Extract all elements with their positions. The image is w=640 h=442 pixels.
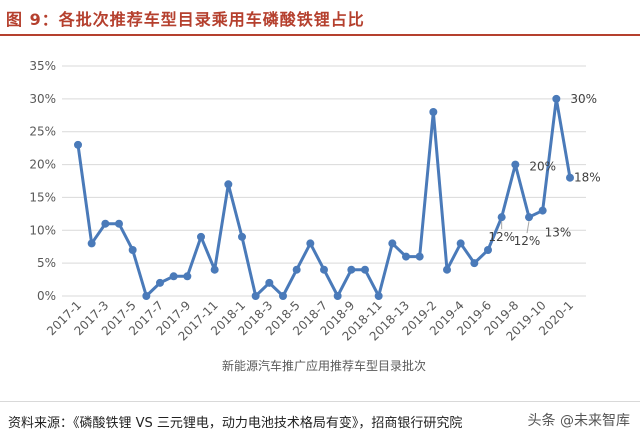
watermark: 头条 @未来智库 xyxy=(525,410,632,430)
data-point xyxy=(279,292,287,300)
y-tick-label: 30% xyxy=(29,92,56,106)
data-point xyxy=(224,180,233,189)
chart-title: 图 9：各批次推荐车型目录乘用车磷酸铁锂占比 xyxy=(6,10,365,29)
data-point xyxy=(156,278,164,287)
data-point xyxy=(470,259,479,268)
data-point xyxy=(415,252,424,261)
data-point xyxy=(183,272,192,281)
data-point xyxy=(511,160,520,169)
data-point xyxy=(388,239,397,248)
data-point xyxy=(197,232,205,241)
y-tick-label: 35% xyxy=(29,59,56,73)
data-point xyxy=(142,292,151,300)
data-point xyxy=(292,265,301,274)
data-point xyxy=(456,239,465,248)
data-point xyxy=(538,206,547,215)
data-point xyxy=(87,239,96,248)
data-point xyxy=(115,219,123,228)
data-point xyxy=(74,140,82,149)
x-axis-title: 新能源汽车推广应用推荐车型目录批次 xyxy=(222,358,426,373)
data-label: 18% xyxy=(574,171,601,185)
data-point xyxy=(443,265,451,274)
title-rule xyxy=(0,34,640,36)
y-tick-label: 5% xyxy=(37,256,56,270)
data-point xyxy=(361,265,369,274)
y-tick-label: 10% xyxy=(29,223,56,237)
data-point xyxy=(251,292,260,300)
data-label: 12% xyxy=(514,234,541,248)
data-label: 12% xyxy=(488,230,515,244)
data-point xyxy=(374,292,383,300)
data-point xyxy=(265,278,274,287)
data-point xyxy=(128,246,137,254)
data-point xyxy=(525,213,533,222)
data-point xyxy=(552,94,561,103)
title-bar: 图 9：各批次推荐车型目录乘用车磷酸铁锂占比 xyxy=(0,0,640,36)
source-note: 资料来源：《磷酸铁锂 VS 三元锂电，动力电池技术格局有变》，招商银行研究院 xyxy=(8,416,463,431)
data-point xyxy=(429,108,438,116)
line-chart: 0%5%10%15%20%25%30%35%2017-12017-32017-5… xyxy=(29,59,601,373)
data-point xyxy=(320,265,328,274)
y-tick-label: 20% xyxy=(29,158,56,172)
y-tick-label: 15% xyxy=(29,190,56,204)
data-label: 30% xyxy=(570,92,597,106)
data-point xyxy=(101,219,110,228)
data-point xyxy=(566,173,574,182)
data-label: 20% xyxy=(529,160,556,174)
data-point xyxy=(402,252,410,261)
data-point xyxy=(306,239,315,248)
label-leader-line xyxy=(526,221,530,234)
data-point xyxy=(210,265,219,274)
data-point xyxy=(497,213,506,222)
y-tick-label: 25% xyxy=(29,125,56,139)
data-point xyxy=(238,232,246,241)
y-tick-label: 0% xyxy=(37,289,56,303)
data-point xyxy=(169,272,178,281)
data-point xyxy=(484,246,492,254)
data-point xyxy=(347,265,356,274)
data-label: 13% xyxy=(545,226,572,240)
source-rule xyxy=(0,401,640,402)
data-point xyxy=(333,292,342,300)
